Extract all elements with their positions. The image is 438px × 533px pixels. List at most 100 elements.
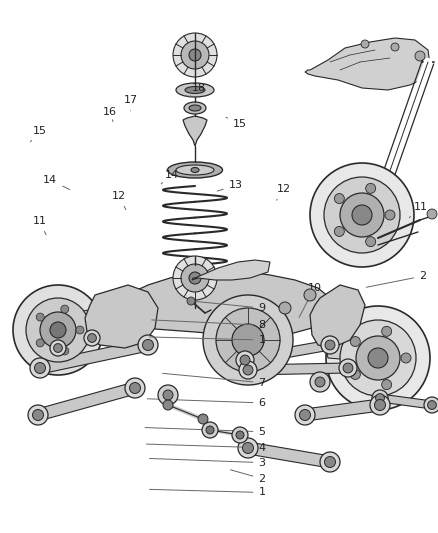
Text: 13: 13 <box>217 181 243 191</box>
Polygon shape <box>192 260 270 280</box>
Circle shape <box>325 456 336 467</box>
Circle shape <box>232 427 248 443</box>
Ellipse shape <box>176 83 214 97</box>
Circle shape <box>370 395 390 415</box>
Circle shape <box>173 256 217 300</box>
Circle shape <box>310 163 414 267</box>
Circle shape <box>53 344 62 352</box>
Text: 5: 5 <box>145 427 265 437</box>
Circle shape <box>36 313 44 321</box>
Circle shape <box>158 385 178 405</box>
Circle shape <box>238 438 258 458</box>
Circle shape <box>295 405 315 425</box>
Circle shape <box>187 297 195 305</box>
Text: 2: 2 <box>366 271 426 287</box>
Text: 16: 16 <box>102 107 117 122</box>
Ellipse shape <box>176 165 214 175</box>
Text: 9: 9 <box>195 302 265 313</box>
Circle shape <box>203 295 293 385</box>
Polygon shape <box>304 399 381 421</box>
Circle shape <box>243 442 254 454</box>
Circle shape <box>138 335 158 355</box>
Polygon shape <box>326 340 375 360</box>
Ellipse shape <box>191 167 199 173</box>
Polygon shape <box>247 442 331 468</box>
Polygon shape <box>379 394 433 409</box>
Text: 3: 3 <box>149 458 265 467</box>
Circle shape <box>415 51 425 61</box>
Text: 12: 12 <box>112 191 126 209</box>
Circle shape <box>189 49 201 61</box>
Circle shape <box>84 330 100 346</box>
Circle shape <box>350 369 360 379</box>
Circle shape <box>32 409 43 421</box>
Circle shape <box>206 426 214 434</box>
Text: 17: 17 <box>124 95 138 111</box>
Circle shape <box>13 285 103 375</box>
Circle shape <box>334 227 344 237</box>
Circle shape <box>340 193 384 237</box>
Circle shape <box>181 264 209 292</box>
Circle shape <box>30 358 50 378</box>
Circle shape <box>372 390 388 406</box>
Circle shape <box>324 177 400 253</box>
Circle shape <box>391 43 399 51</box>
Circle shape <box>36 339 44 347</box>
Circle shape <box>61 347 69 355</box>
Circle shape <box>243 365 253 375</box>
Circle shape <box>310 372 330 392</box>
Polygon shape <box>248 363 348 375</box>
Text: 11: 11 <box>410 202 427 217</box>
Circle shape <box>427 209 437 219</box>
Circle shape <box>339 359 357 377</box>
Text: 10: 10 <box>299 283 321 317</box>
Ellipse shape <box>167 162 223 178</box>
Circle shape <box>125 378 145 398</box>
Circle shape <box>236 351 254 369</box>
Polygon shape <box>36 382 137 421</box>
Ellipse shape <box>189 105 201 111</box>
Circle shape <box>50 340 66 356</box>
Circle shape <box>216 308 280 372</box>
Circle shape <box>343 363 353 373</box>
Circle shape <box>325 340 335 350</box>
Text: 6: 6 <box>147 398 265 408</box>
Circle shape <box>361 40 369 48</box>
Circle shape <box>366 237 376 247</box>
Text: 4: 4 <box>146 443 265 453</box>
Circle shape <box>300 409 311 421</box>
Circle shape <box>239 361 257 379</box>
Circle shape <box>352 205 372 225</box>
Circle shape <box>401 353 411 363</box>
Circle shape <box>163 390 173 400</box>
Circle shape <box>236 431 244 439</box>
Circle shape <box>28 405 48 425</box>
Polygon shape <box>55 308 130 344</box>
Circle shape <box>424 397 438 413</box>
Circle shape <box>26 298 90 362</box>
Circle shape <box>163 400 173 410</box>
Circle shape <box>202 422 218 438</box>
Circle shape <box>40 312 76 348</box>
Circle shape <box>427 401 436 409</box>
Circle shape <box>374 400 385 410</box>
Polygon shape <box>244 340 331 365</box>
Circle shape <box>35 362 46 374</box>
Circle shape <box>315 377 325 387</box>
Circle shape <box>376 393 385 402</box>
Polygon shape <box>183 116 207 146</box>
Text: 8: 8 <box>152 320 265 330</box>
Circle shape <box>232 324 264 356</box>
Circle shape <box>304 289 316 301</box>
Circle shape <box>173 33 217 77</box>
Text: 1: 1 <box>149 335 265 345</box>
Circle shape <box>61 305 69 313</box>
Text: 18: 18 <box>189 83 206 97</box>
Circle shape <box>334 193 344 204</box>
Circle shape <box>240 355 250 365</box>
Text: 12: 12 <box>276 184 291 200</box>
Circle shape <box>76 326 84 334</box>
Circle shape <box>340 320 416 396</box>
Circle shape <box>381 379 392 390</box>
Text: 7: 7 <box>162 373 265 387</box>
